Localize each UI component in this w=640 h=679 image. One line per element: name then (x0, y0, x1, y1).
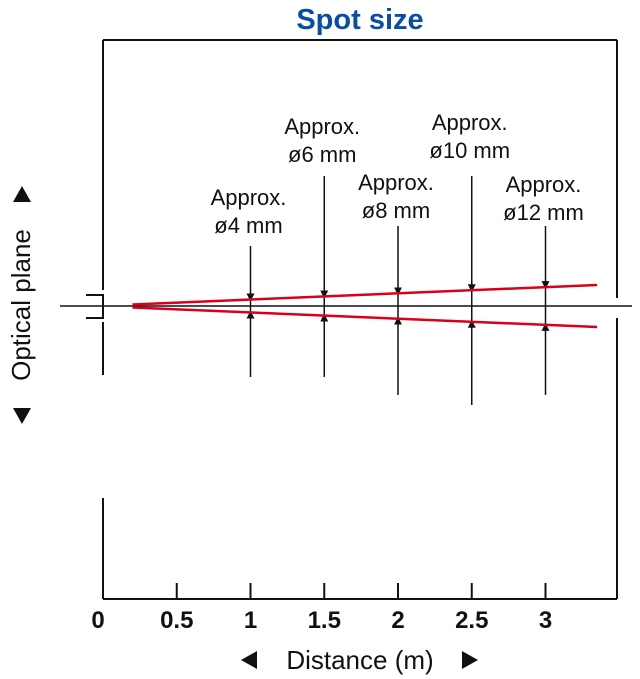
spot-annotation-line1: Approx. (211, 185, 287, 210)
right-arrow-icon (462, 651, 478, 669)
down-arrow-icon (13, 408, 31, 424)
x-axis-label: Distance (m) (286, 645, 433, 675)
spot-annotation-line2: ø6 mm (288, 142, 356, 167)
spot-annotation-line1: Approx. (432, 110, 508, 135)
x-tick-label: 1.5 (308, 607, 341, 634)
spot-annotation-line2: ø8 mm (362, 198, 430, 223)
x-tick-label: 3 (539, 607, 552, 634)
spot-annotation-line2: ø4 mm (214, 213, 282, 238)
chart-frame (102, 39, 618, 600)
x-axis-ticks: 0 0.5 1 1.5 2 2.5 3 (91, 583, 552, 634)
diagram-title: Spot size (296, 4, 423, 36)
x-tick-label: 0 (91, 607, 104, 634)
beam-upper-line (132, 283, 598, 306)
spot-markers (246, 176, 550, 405)
up-arrow-icon (13, 186, 31, 202)
beam-lines (132, 283, 598, 329)
x-tick-label: 0.5 (160, 607, 193, 634)
y-axis-label: Optical plane (6, 229, 36, 381)
spot-annotation-line1: Approx. (358, 170, 434, 195)
spot-annotation-line2: ø12 mm (503, 200, 584, 225)
spot-annotation-line1: Approx. (284, 114, 360, 139)
x-tick-label: 2.5 (455, 607, 488, 634)
x-tick-label: 1 (244, 607, 257, 634)
beam-lower-line (132, 306, 598, 329)
left-arrow-icon (241, 651, 257, 669)
x-tick-label: 2 (391, 607, 404, 634)
spot-annotation-line2: ø10 mm (429, 138, 510, 163)
y-axis-label-group: Optical plane (6, 186, 36, 424)
spot-annotation-line1: Approx. (506, 172, 582, 197)
x-axis-label-group: Distance (m) (241, 645, 478, 675)
